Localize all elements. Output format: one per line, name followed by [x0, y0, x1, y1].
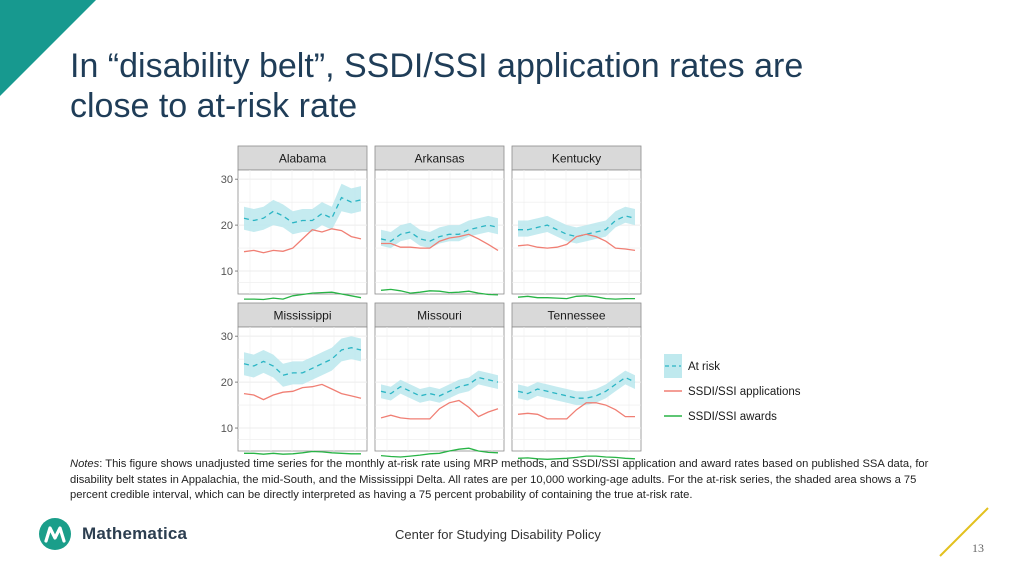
panel-strip [374, 302, 505, 328]
at-risk-credible-band [518, 370, 635, 406]
panel-strip [237, 145, 368, 171]
y-tick-label: 10 [221, 423, 233, 435]
legend-label: SSDI/SSI applications [688, 386, 801, 398]
at-risk-credible-band [381, 370, 498, 403]
at-risk-credible-band [244, 336, 361, 387]
y-tick-label: 10 [221, 266, 233, 278]
panel-title: Tennessee [547, 309, 605, 323]
corner-decoration [0, 0, 96, 96]
panel-missouri: Missouri [374, 302, 505, 458]
notes-text: : This figure shows unadjusted time seri… [70, 458, 929, 501]
awards-line [517, 295, 635, 300]
mathematica-logo-icon [39, 518, 71, 550]
panel-strip [511, 145, 642, 171]
awards-line [380, 288, 499, 296]
awards-line [380, 447, 499, 458]
panel-strip [511, 302, 642, 328]
applications-line [517, 233, 636, 252]
applications-line [517, 402, 635, 420]
applications-line [380, 399, 499, 420]
awards-line [244, 291, 362, 301]
at-risk-line [380, 224, 499, 242]
title-line-2: close to at-risk rate [70, 87, 358, 125]
awards-line [244, 450, 361, 455]
legend-label: SSDI/SSI awards [688, 411, 777, 423]
footer-center-text: Center for Studying Disability Policy [395, 527, 601, 542]
at-risk-line [243, 347, 362, 376]
notes-label: Notes [70, 458, 100, 470]
at-risk-line [518, 215, 636, 238]
at-risk-credible-band [244, 183, 361, 235]
title-line-1: In “disability belt”, SSDI/SSI applicati… [70, 47, 804, 85]
panel-title: Arkansas [414, 152, 464, 166]
at-risk-line [517, 376, 636, 399]
panel-title: Alabama [279, 152, 327, 166]
notes-paragraph: Notes: This figure shows unadjusted time… [70, 457, 940, 504]
at-risk-credible-band [381, 215, 498, 249]
at-risk-line [380, 376, 499, 397]
legend-label: At risk [688, 361, 720, 373]
at-risk-line [243, 196, 362, 224]
panel-title: Mississippi [273, 309, 331, 323]
at-risk-credible-band [518, 206, 635, 244]
logo-wordmark: Mathematica [82, 524, 188, 543]
panel-arkansas: Arkansas [374, 145, 505, 296]
chart-legend: At risk SSDI/SSI applications SSDI/SSI awa… [664, 354, 801, 423]
y-tick-label: 20 [221, 220, 233, 232]
applications-line [381, 233, 499, 251]
panel-title: Missouri [417, 309, 462, 323]
panel-mississippi: Mississippi 10 20 30 [221, 302, 368, 455]
applications-line [243, 228, 362, 254]
page-number: 13 [972, 541, 984, 555]
applications-line [243, 383, 362, 401]
panel-title: Kentucky [552, 152, 601, 166]
panel-kentucky: Kentucky [511, 145, 642, 300]
panel-alabama: Alabama 10 20 30 [221, 145, 368, 301]
panel-strip [237, 302, 368, 328]
y-tick-label: 20 [221, 377, 233, 389]
y-tick-label: 30 [221, 331, 233, 343]
panel-tennessee: Tennessee [511, 302, 642, 460]
awards-line [517, 455, 636, 460]
slide-title: In “disability belt”, SSDI/SSI applicati… [70, 46, 970, 126]
y-tick-label: 30 [221, 174, 233, 186]
